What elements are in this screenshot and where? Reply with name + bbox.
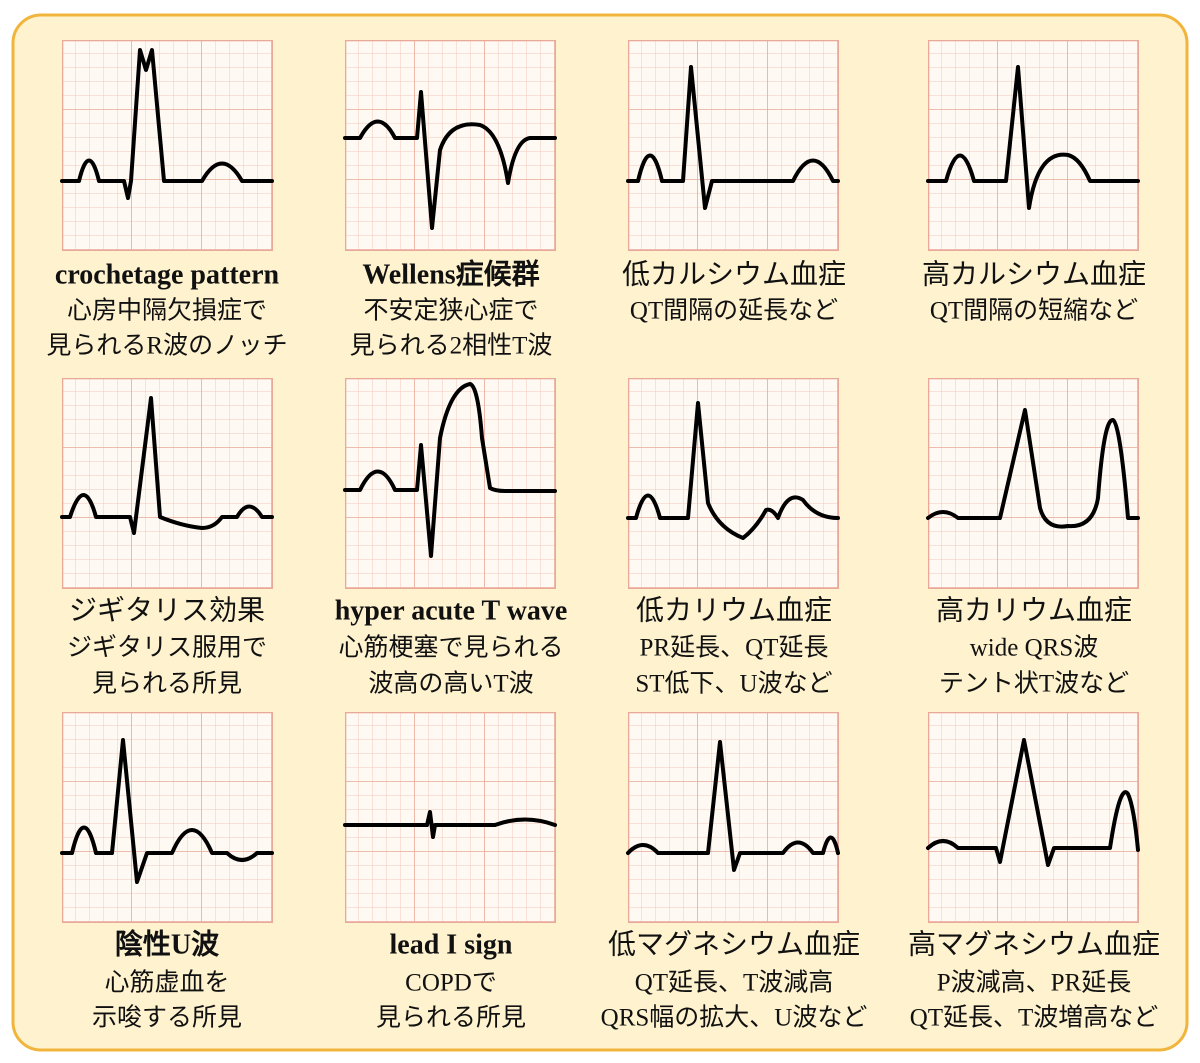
- panel-title: 低カリウム血症: [636, 594, 832, 626]
- waveform: [626, 401, 840, 540]
- waveform: [926, 65, 1140, 210]
- panel-title: ジギタリス効果: [69, 594, 265, 626]
- panel-description: 心筋虚血を: [104, 969, 229, 997]
- waveform: [926, 408, 1140, 529]
- panel-description: QRS幅の拡大、U波など: [601, 1004, 868, 1032]
- ecg-panel: [343, 713, 557, 923]
- panel-description: 見られる2相性T波: [350, 332, 553, 360]
- ecg-panel: [626, 41, 840, 251]
- panel-description: QT延長、T波減高: [635, 969, 834, 997]
- panel-title: 低カルシウム血症: [622, 258, 846, 290]
- ecg-panel: [926, 41, 1140, 251]
- panel-title: 高マグネシウム血症: [908, 928, 1160, 960]
- panel-description: 見られるR波のノッチ: [46, 332, 287, 360]
- waveform: [343, 810, 557, 839]
- waveform: [343, 382, 557, 558]
- panel-description: QT間隔の延長など: [630, 297, 838, 325]
- panel-title: Wellens症候群: [362, 258, 539, 290]
- ecg-panel: [343, 379, 557, 589]
- panel-description: 見られる所見: [376, 1004, 526, 1032]
- ecg-panel: [60, 41, 274, 251]
- panel-description: 心房中隔欠損症で: [67, 297, 267, 325]
- ecg-panel: [926, 379, 1140, 589]
- panel-title: crochetage pattern: [55, 259, 280, 290]
- waveform: [343, 90, 557, 230]
- panel-title: hyper acute T wave: [335, 595, 568, 626]
- panel-description: テント状T波など: [939, 670, 1129, 698]
- panel-description: ジギタリス服用で: [67, 635, 267, 662]
- panel-description: ST低下、U波など: [635, 670, 832, 698]
- panel-description: PR延長、QT延長: [640, 634, 829, 662]
- waveform: [60, 738, 274, 884]
- panel-description: 示唆する所見: [92, 1004, 242, 1032]
- panel-description: 見られる所見: [92, 670, 242, 698]
- panel-title: 陰性U波: [115, 927, 220, 960]
- panel-description: QT延長、T波増高など: [910, 1004, 1159, 1032]
- panel-description: wide QRS波: [970, 634, 1098, 662]
- ecg-panel: [626, 713, 840, 923]
- waveform: [926, 738, 1140, 867]
- panel-description: 不安定狭心症で: [363, 297, 538, 325]
- panel-description: QT間隔の短縮など: [930, 297, 1138, 325]
- waveform: [626, 65, 840, 210]
- ecg-panel: [60, 379, 274, 589]
- frame: [11, 13, 1189, 1052]
- waveform: [60, 48, 274, 200]
- panel-description: P波減高、PR延長: [937, 969, 1131, 997]
- panel-description: 心筋梗塞で見られる: [338, 634, 563, 662]
- panel-title: lead I sign: [390, 929, 513, 960]
- ecg-panel: [60, 713, 274, 923]
- waveform: [626, 740, 840, 872]
- waveform: [60, 396, 274, 535]
- ecg-panel: [626, 379, 840, 589]
- panel-title: 高カルシウム血症: [922, 258, 1146, 290]
- panel-title: 低マグネシウム血症: [608, 928, 860, 960]
- ecg-panel: [343, 41, 557, 251]
- panel-title: 高カリウム血症: [936, 594, 1132, 626]
- ecg-panel: [926, 713, 1140, 923]
- panel-description: COPDで: [405, 970, 497, 997]
- panel-description: 波高の高いT波: [368, 670, 533, 698]
